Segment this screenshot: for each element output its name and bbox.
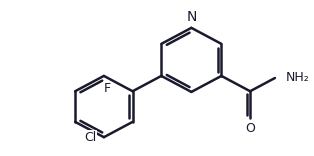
Text: NH₂: NH₂ (285, 71, 309, 85)
Text: N: N (186, 10, 197, 24)
Text: Cl: Cl (84, 131, 96, 144)
Text: O: O (245, 122, 255, 135)
Text: F: F (103, 82, 111, 95)
